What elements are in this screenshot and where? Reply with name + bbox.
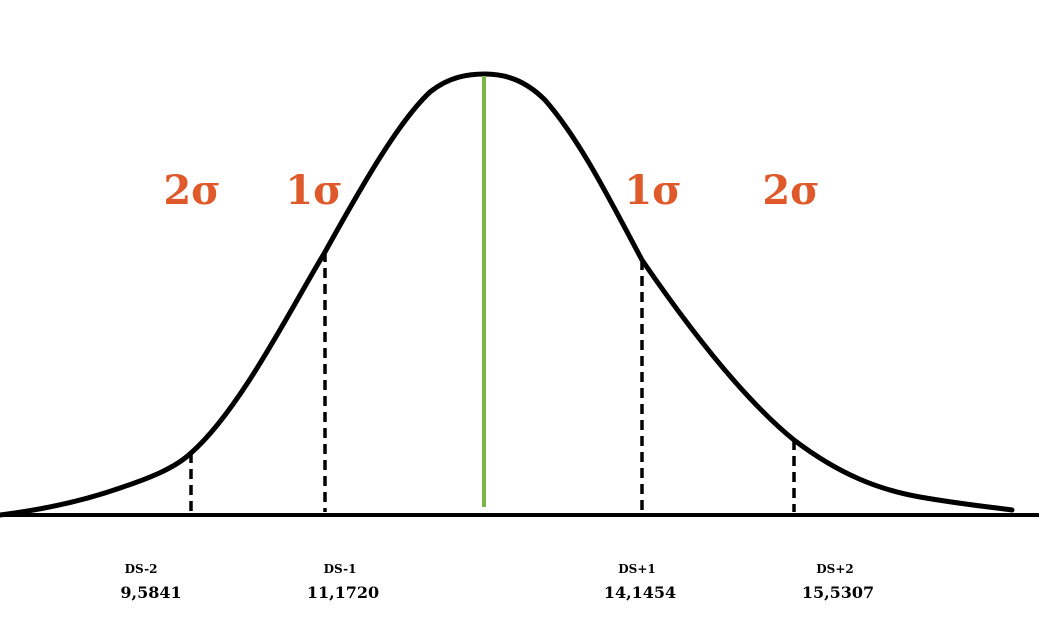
sigma-label-right-1: 1σ: [624, 167, 681, 214]
sigma-label-right-2: 2σ: [762, 167, 819, 214]
value-ds-minus-2: 9,5841: [120, 583, 181, 602]
value-ds-minus-1: 11,1720: [307, 583, 379, 602]
ds-label-minus-1: DS-1: [324, 562, 357, 576]
sigma-label-left-1: 1σ: [285, 167, 342, 214]
value-ds-plus-2: 15,5307: [802, 583, 874, 602]
ds-label-minus-2: DS-2: [125, 562, 158, 576]
sigma-label-left-2: 2σ: [163, 167, 220, 214]
ds-label-plus-1: DS+1: [618, 562, 655, 576]
bell-curve: [0, 71, 1015, 518]
value-ds-plus-1: 14,1454: [604, 583, 676, 602]
ds-label-plus-2: DS+2: [816, 562, 853, 576]
